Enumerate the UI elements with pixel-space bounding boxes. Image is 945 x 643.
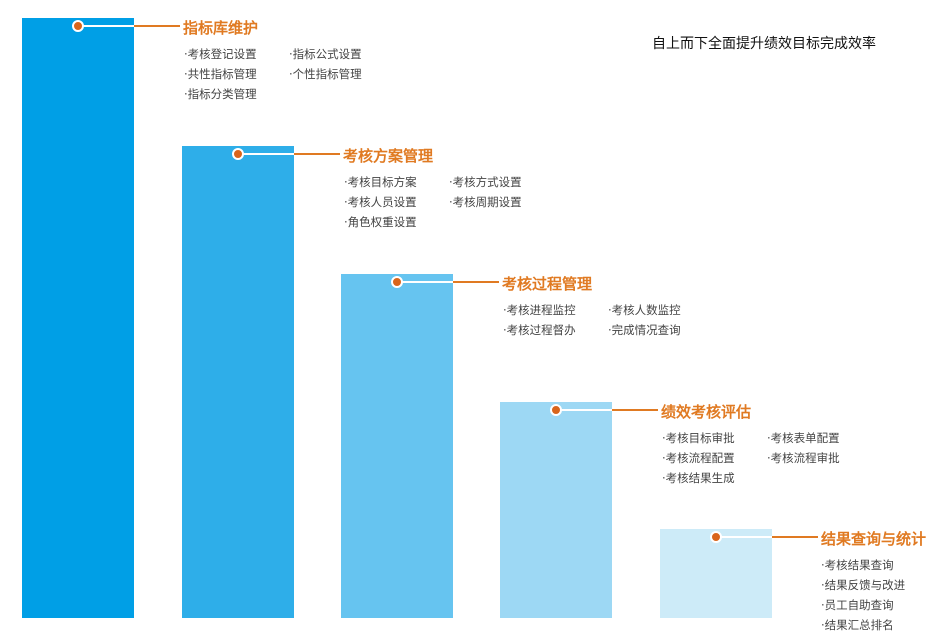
stage-item: ·考核人数监控 <box>608 303 681 317</box>
stage-title: 考核过程管理 <box>502 275 593 293</box>
stage-item: ·员工自助查询 <box>821 598 894 612</box>
stage-item: ·考核周期设置 <box>449 195 522 209</box>
stage-item: ·结果汇总排名 <box>821 618 894 632</box>
stage-item: ·考核人员设置 <box>344 195 417 209</box>
stage-item: ·指标分类管理 <box>184 87 257 101</box>
connector-line <box>772 536 818 538</box>
stage-title: 考核方案管理 <box>343 147 434 165</box>
stage-item: ·考核目标方案 <box>344 175 417 189</box>
stage-bar <box>500 402 612 618</box>
stage-item: ·共性指标管理 <box>184 67 257 81</box>
stage-bar <box>22 18 134 618</box>
marker-dot-icon <box>391 276 403 288</box>
stage-item: ·考核结果生成 <box>662 471 735 485</box>
connector-line <box>134 25 180 27</box>
stage-item: ·结果反馈与改进 <box>821 578 906 592</box>
connector-line <box>242 153 294 155</box>
slogan: 自上而下全面提升绩效目标完成效率 <box>652 36 876 52</box>
stage-item: ·个性指标管理 <box>289 67 362 81</box>
stage-item: ·考核过程督办 <box>503 323 576 337</box>
connector-line <box>720 536 772 538</box>
stage-item: ·考核流程配置 <box>662 451 735 465</box>
stage-item: ·考核目标审批 <box>662 431 735 445</box>
stage-item: ·考核登记设置 <box>184 47 257 61</box>
stage-bar <box>341 274 453 618</box>
connector-line <box>294 153 340 155</box>
marker-dot-icon <box>550 404 562 416</box>
stage-title: 结果查询与统计 <box>821 530 927 548</box>
stage-item: ·完成情况查询 <box>608 323 681 337</box>
stage-bar <box>182 146 294 618</box>
stage-item: ·考核进程监控 <box>503 303 576 317</box>
stage-item: ·考核表单配置 <box>767 431 840 445</box>
marker-dot-icon <box>710 531 722 543</box>
stage-item: ·考核结果查询 <box>821 558 894 572</box>
stage-item: ·考核流程审批 <box>767 451 840 465</box>
connector-line <box>82 25 134 27</box>
stage-title: 绩效考核评估 <box>661 403 752 421</box>
marker-dot-icon <box>232 148 244 160</box>
stage-bar <box>660 529 772 618</box>
stage-item: ·指标公式设置 <box>289 47 362 61</box>
stage-title: 指标库维护 <box>183 19 259 37</box>
connector-line <box>560 409 612 411</box>
connector-line <box>453 281 499 283</box>
stage-item: ·考核方式设置 <box>449 175 522 189</box>
connector-line <box>612 409 658 411</box>
connector-line <box>401 281 453 283</box>
stage-item: ·角色权重设置 <box>344 215 417 229</box>
marker-dot-icon <box>72 20 84 32</box>
